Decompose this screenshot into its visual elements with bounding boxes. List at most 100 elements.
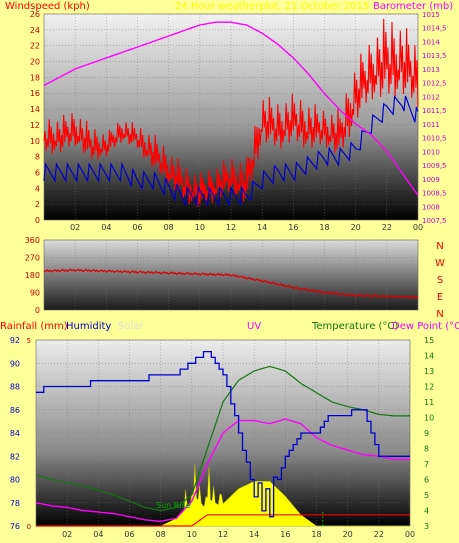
windspeed-tick-label: 0	[35, 216, 40, 225]
windspeed-tick-label: 26	[30, 10, 40, 19]
rain-temp-x-tick-label: 12	[218, 530, 228, 539]
rain-temp-marks	[35, 350, 410, 527]
rainfall-tick-label: 5	[27, 337, 31, 345]
sun-rise-label: Sun Rise	[156, 501, 191, 510]
temperature-tick-label: 11	[424, 398, 434, 407]
temperature-label: Temperature (°C)	[311, 321, 398, 332]
temperature-tick-label: 9	[424, 429, 429, 438]
rain-temp-x-tick-label: 04	[93, 530, 103, 539]
humidity-tick-label: 92	[10, 336, 20, 345]
direction-tick-label: 270	[25, 254, 40, 263]
direction-tick-label: 90	[30, 289, 40, 298]
rainfall-line	[36, 514, 410, 527]
temperature-tick-label: 4	[424, 507, 429, 516]
barometer-tick-label: 1014	[422, 38, 440, 46]
windspeed-tick-label: 12	[30, 121, 40, 130]
barometer-tick-label: 1007,5	[422, 217, 447, 225]
windspeed-tick-label: 20	[30, 58, 40, 67]
wind-baro-x-tick-label: 06	[132, 223, 142, 232]
barometer-tick-label: 1010,5	[422, 135, 447, 143]
windspeed-tick-label: 4	[35, 184, 40, 193]
wind-direction-marks	[43, 268, 419, 299]
windspeed-avg-line	[43, 95, 419, 207]
humidity-tick-label: 90	[10, 359, 20, 368]
direction-label-e: E	[437, 292, 443, 303]
direction-label-n-bottom: N	[436, 309, 443, 320]
rain-temp-x-tick-label: 22	[374, 530, 384, 539]
dewpoint-label: Dew Point (°C)	[392, 321, 459, 332]
barometer-title: Barometer (mb)	[373, 1, 453, 12]
humidity-label: Humidity	[66, 321, 111, 332]
barometer-tick-label: 1014,5	[422, 25, 447, 33]
temperature-tick-label: 3	[424, 522, 429, 531]
humidity-tick-label: 80	[10, 476, 20, 485]
rain-temp-x-tick-label: 20	[343, 530, 353, 539]
barometer-tick-label: 1012,5	[422, 80, 447, 88]
barometer-tick-label: 1010	[422, 148, 440, 156]
windspeed-title: Windspeed (kph)	[5, 1, 90, 12]
windspeed-tick-label: 6	[35, 168, 40, 177]
temperature-tick-label: 7	[424, 460, 429, 469]
rain-temp-x-tick-label: 14	[249, 530, 259, 539]
wind-baro-x-tick-label: 02	[70, 223, 80, 232]
barometer-tick-label: 1015	[422, 11, 440, 19]
barometer-tick-label: 1013	[422, 66, 440, 74]
direction-tick-label: 0	[35, 306, 40, 315]
windspeed-tick-label: 8	[35, 153, 40, 162]
windspeed-tick-label: 24	[30, 26, 40, 35]
humidity-tick-label: 84	[10, 429, 20, 438]
humidity-tick-label: 76	[10, 522, 20, 531]
windspeed-tick-label: 10	[30, 137, 40, 146]
temperature-tick-label: 10	[424, 414, 434, 423]
rainfall-label: Rainfall (mm)	[0, 321, 68, 332]
barometer-tick-label: 1009	[422, 176, 440, 184]
rain-temp-axes: 7678808284868890923456789101112131415050…	[10, 336, 434, 539]
temperature-tick-label: 6	[424, 476, 429, 485]
rain-temp-x-tick-label: 06	[124, 530, 134, 539]
windspeed-tick-label: 14	[30, 105, 40, 114]
temperature-tick-label: 5	[424, 491, 429, 500]
direction-tick-label: 180	[25, 271, 40, 280]
humidity-tick-label: 82	[10, 452, 20, 461]
barometer-line	[43, 21, 419, 196]
rain-temp-x-tick-label: 16	[280, 530, 290, 539]
temperature-tick-label: 12	[424, 383, 434, 392]
temperature-line	[35, 365, 410, 512]
temperature-tick-label: 14	[424, 352, 434, 361]
wind-baro-x-tick-label: 14	[257, 223, 267, 232]
chart-title: 24 Hour weatherplot, 21 October 2015	[175, 1, 369, 12]
wind-baro-axes: 024681012141618202224261007,510081008,51…	[30, 10, 447, 232]
windspeed-tick-label: 16	[30, 89, 40, 98]
wind-baro-x-tick-label: 16	[288, 223, 298, 232]
solar-label: Solar	[118, 321, 144, 332]
windspeed-tick-label: 18	[30, 73, 40, 82]
direction-tick-label: 360	[25, 236, 40, 245]
wind-direction-grid	[44, 239, 419, 311]
wind-baro-x-tick-label: 18	[319, 223, 329, 232]
barometer-tick-label: 1012	[422, 93, 440, 101]
windspeed-tick-label: 2	[35, 200, 40, 209]
humidity-tick-label: 88	[10, 383, 20, 392]
wind-baro-x-tick-label: 20	[351, 223, 361, 232]
wind-baro-x-tick-label: 08	[164, 223, 174, 232]
barometer-tick-label: 1013,5	[422, 52, 447, 60]
humidity-tick-label: 78	[10, 499, 20, 508]
humidity-line	[36, 350, 410, 518]
barometer-tick-label: 1009,5	[422, 162, 447, 170]
wind-direction-axes: 0 90 180 270 360	[25, 236, 40, 315]
wind-baro-x-tick-label: 22	[382, 223, 392, 232]
wind-baro-x-tick-label: 04	[101, 223, 111, 232]
windspeed-tick-label: 22	[30, 42, 40, 51]
direction-label-n-top: N	[436, 241, 443, 252]
barometer-tick-label: 1011	[422, 121, 440, 129]
wind-baro-x-tick-label: 12	[226, 223, 236, 232]
dewpoint-line	[35, 418, 410, 523]
rainfall-tick-label: 0	[27, 523, 31, 531]
humidity-tick-label: 86	[10, 406, 20, 415]
wind-baro-x-tick-label: 00	[413, 223, 423, 232]
direction-label-w: W	[435, 258, 445, 269]
rain-temp-x-tick-label: 08	[156, 530, 166, 539]
rain-temp-x-tick-label: 10	[187, 530, 197, 539]
